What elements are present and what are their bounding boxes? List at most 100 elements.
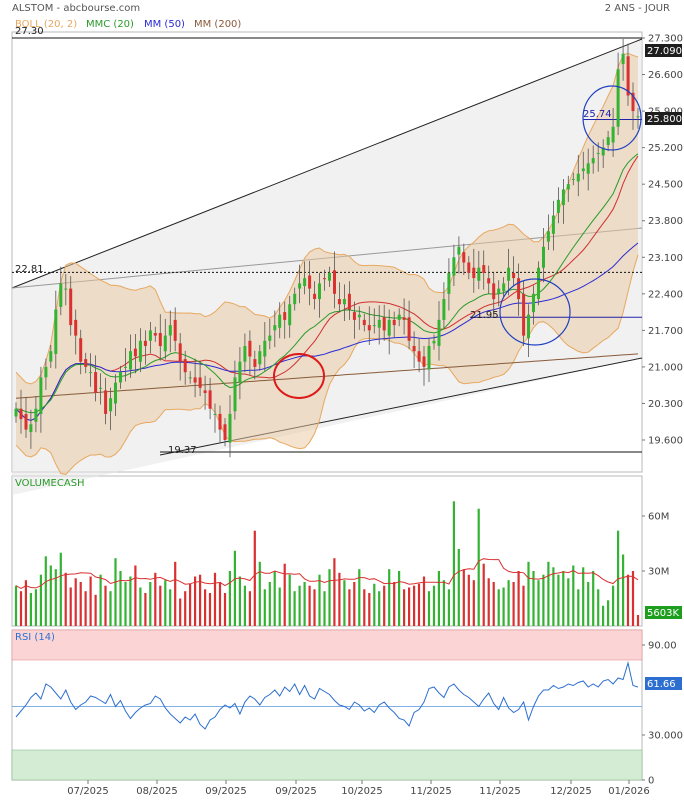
candle-body <box>39 377 43 414</box>
volume-bar <box>626 574 630 626</box>
x-tick-label: 12/2025 <box>550 786 592 797</box>
rsi-tick-label: 30.000 <box>648 731 683 742</box>
volume-bar <box>358 569 361 626</box>
volume-bar <box>104 585 107 626</box>
candle-body <box>337 299 341 305</box>
candle-body <box>104 390 108 414</box>
chart-period: 2 ANS - JOUR <box>605 3 670 14</box>
x-tick-label: 11/2025 <box>410 786 452 797</box>
volume-bar <box>517 571 520 626</box>
candle-body <box>94 372 98 393</box>
candle-body <box>24 413 28 430</box>
volume-bar <box>408 587 411 626</box>
volume-bar <box>427 591 431 626</box>
candle-body <box>153 333 157 336</box>
candle-body <box>138 340 142 362</box>
candlesticks <box>14 39 640 458</box>
candle-body <box>606 137 610 145</box>
candle-body <box>263 340 267 357</box>
price-tick-label: 23.800 <box>648 216 683 227</box>
candle-body <box>611 126 615 143</box>
volume-bar <box>537 580 540 626</box>
candle-body <box>248 340 252 357</box>
volume-bar <box>114 558 117 626</box>
rsi-last-box <box>645 677 682 690</box>
volume-bar <box>497 589 500 626</box>
volume-bar <box>452 501 455 626</box>
volume-bar <box>149 582 152 626</box>
volume-bar <box>298 585 301 626</box>
candle-body <box>616 69 620 127</box>
candle-body <box>517 278 521 300</box>
volume-bar <box>208 593 212 626</box>
candle-body <box>273 325 277 331</box>
volume-tick-label: 60M <box>648 512 669 523</box>
volume-bar <box>353 582 356 626</box>
volume-bar <box>144 593 147 626</box>
volume-bar <box>159 585 162 626</box>
volume-bar <box>248 591 251 626</box>
volume-bar <box>442 580 445 626</box>
candle-body <box>183 359 187 373</box>
candle-body <box>54 309 58 354</box>
candle-body <box>44 366 48 378</box>
candle-body <box>228 413 232 443</box>
candle-body <box>278 314 282 328</box>
candle-body <box>178 343 182 362</box>
volume-bar <box>378 591 381 626</box>
candle-body <box>59 283 63 307</box>
candle-body <box>99 387 103 389</box>
volume-bar <box>338 572 341 626</box>
candle-body <box>203 390 207 393</box>
candle-body <box>298 283 302 289</box>
level-a-label: 25.74 <box>583 109 612 120</box>
candle-body <box>452 257 456 276</box>
candle-body <box>238 361 242 383</box>
volume-bar <box>233 550 236 626</box>
volume-bar <box>502 587 505 626</box>
candle-body <box>507 267 511 281</box>
candle-body <box>462 252 466 263</box>
volume-bar <box>228 571 231 626</box>
legend-mm200: MM (200) <box>194 19 241 30</box>
candle-body <box>14 408 18 417</box>
volume-bar <box>636 615 640 626</box>
volume-bar <box>318 574 321 626</box>
volume-bar <box>258 561 261 626</box>
legend-boll: BOLL (20, 2) <box>15 19 77 30</box>
candle-body <box>19 408 23 420</box>
candle-body <box>342 299 346 305</box>
volume-bar <box>363 589 366 626</box>
candle-body <box>571 179 575 180</box>
candle-body <box>223 424 227 440</box>
volume-axis: 60M 30M <box>642 512 669 578</box>
volume-bar <box>253 530 256 626</box>
last-price: 27.090 <box>647 46 682 57</box>
candle-body <box>328 272 331 281</box>
volume-bar <box>129 576 132 626</box>
x-tick-label: 10/2025 <box>341 786 383 797</box>
candle-body <box>631 92 635 112</box>
volume-bar <box>482 563 485 626</box>
candle-body <box>233 377 237 412</box>
candle-body <box>422 356 426 367</box>
volume-bar <box>373 583 376 626</box>
candle-body <box>492 283 496 300</box>
last-price-box <box>645 44 682 57</box>
price-tick-label: 24.500 <box>648 180 683 191</box>
volume-title: VOLUMECASH <box>15 478 85 489</box>
candle-body <box>372 325 376 327</box>
volume-bar <box>283 563 286 626</box>
x-tick-label: 01/2026 <box>608 786 650 797</box>
candle-body <box>382 317 386 331</box>
x-tick-label: 11/2025 <box>479 786 521 797</box>
rsi-series <box>15 661 639 730</box>
volume-bar <box>59 552 62 626</box>
volume-bar <box>477 508 480 626</box>
candle-body <box>532 293 535 313</box>
candle-body <box>347 293 351 310</box>
candle-body <box>333 270 336 294</box>
volume-bar <box>19 591 23 626</box>
volume-bar <box>39 574 42 626</box>
volume-last-box <box>645 606 682 619</box>
